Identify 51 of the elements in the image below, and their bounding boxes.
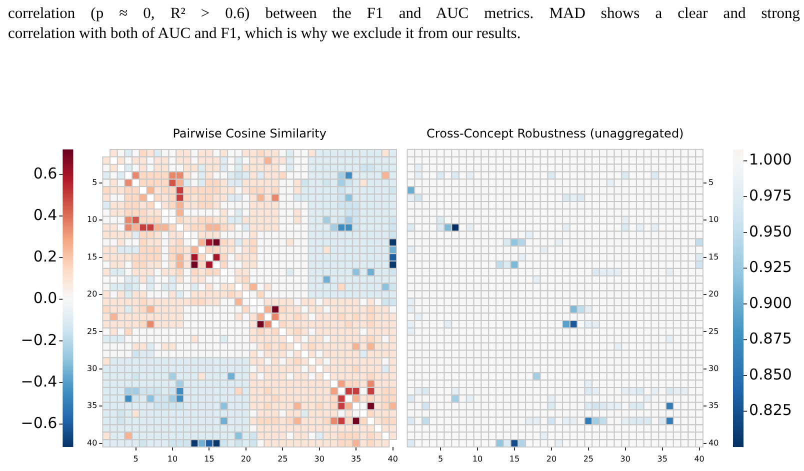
- color-bar-label: 0.850: [749, 365, 792, 384]
- color-bar-label: 0.900: [749, 294, 792, 312]
- y-tick-label: 35: [708, 401, 719, 410]
- y-tick-label: 35: [87, 401, 98, 410]
- x-tick-label: 15: [509, 454, 520, 464]
- y-tick-label: 15: [708, 252, 719, 262]
- color-bar-label: −0.4: [20, 372, 58, 390]
- color-bar-label: 0.975: [749, 186, 792, 205]
- color-bar-label: −0.6: [20, 414, 58, 432]
- x-tick-label: 30: [314, 454, 324, 464]
- y-tick-label: 40: [87, 438, 98, 448]
- y-tick-label: 10: [87, 215, 98, 224]
- y-tick-label: 5: [708, 178, 714, 187]
- x-tick-label: 25: [583, 454, 594, 464]
- y-tick-label: 20: [708, 290, 719, 299]
- color-bar-label: 0.925: [749, 258, 792, 276]
- x-tick-label: 40: [694, 454, 704, 464]
- x-tick-label: 15: [204, 454, 214, 464]
- x-tick-label: 5: [438, 454, 444, 464]
- text: correlation with both of AUC and F1, which is why we exclude it from our results.: [8, 24, 522, 44]
- color-bar-label: 0.2: [33, 248, 58, 266]
- y-tick-label: 5: [92, 178, 98, 187]
- x-tick-label: 40: [388, 454, 398, 464]
- color-bar-label: 0.0: [33, 289, 58, 308]
- y-tick-label: 20: [87, 290, 98, 299]
- color-bar-label: 0.875: [749, 330, 792, 348]
- x-tick-label: 10: [472, 454, 483, 464]
- y-tick-label: 10: [708, 215, 719, 224]
- y-tick-label: 30: [87, 364, 98, 373]
- color-bar-label: 0.950: [749, 222, 792, 240]
- color-bar-label: 0.825: [749, 401, 792, 420]
- color-bar-label: 1.000: [749, 150, 792, 169]
- chart-title: Cross-Concept Robustness (unaggregated): [426, 126, 684, 140]
- y-tick-label: 25: [87, 326, 98, 336]
- color-bar-label: 0.4: [33, 206, 58, 224]
- y-tick-label: 40: [708, 438, 719, 448]
- x-tick-label: 5: [133, 454, 138, 464]
- x-tick-label: 20: [546, 454, 557, 464]
- x-tick-label: 35: [657, 454, 668, 464]
- y-tick-label: 15: [87, 252, 98, 262]
- y-tick-label: 25: [708, 326, 719, 336]
- color-bar-label: −0.2: [20, 330, 58, 349]
- x-tick-label: 35: [351, 454, 362, 464]
- x-tick-label: 30: [620, 454, 630, 464]
- y-tick-label: 30: [708, 364, 719, 373]
- x-tick-label: 20: [240, 454, 252, 464]
- text: correlation (p ≈ 0, R² > 0.6) between the F1 and AUC metrics. MAD shows a clear and strong: [8, 4, 800, 24]
- color-bar-label: 0.6: [33, 164, 58, 182]
- chart-title: Pairwise Cosine Similarity: [172, 126, 326, 140]
- x-tick-label: 10: [167, 454, 178, 464]
- x-tick-label: 25: [278, 454, 288, 464]
